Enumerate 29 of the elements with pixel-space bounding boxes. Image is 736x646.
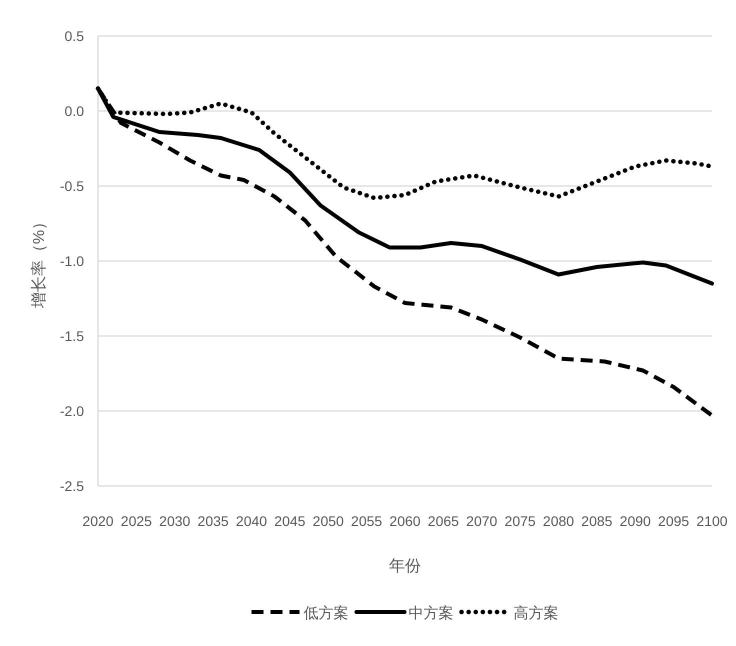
x-tick-label: 2035 [198, 513, 229, 529]
legend-label: 高方案 [514, 605, 558, 622]
y-tick-label: -2.5 [60, 478, 84, 494]
x-tick-label: 2100 [696, 513, 728, 529]
x-tick-label: 2085 [581, 513, 613, 529]
y-axis-title: 增长率（%） [30, 214, 48, 310]
legend-label: 低方案 [304, 605, 348, 622]
x-tick-label: 2040 [236, 513, 268, 529]
x-tick-label: 2060 [389, 513, 421, 529]
x-tick-label: 2090 [620, 513, 652, 529]
x-tick-label: 2050 [312, 513, 344, 529]
x-tick-label: 2065 [428, 513, 460, 529]
x-axis-title: 年份 [389, 558, 421, 575]
y-tick-label: -2.0 [60, 403, 84, 419]
y-tick-label: -0.5 [60, 178, 84, 194]
x-tick-label: 2070 [466, 513, 498, 529]
x-tick-label: 2075 [504, 513, 536, 529]
x-tick-label: 2020 [82, 513, 114, 529]
x-tick-label: 2080 [542, 513, 574, 529]
x-tick-label: 2025 [120, 513, 152, 529]
y-tick-label: -1.0 [60, 253, 84, 269]
x-tick-label: 2045 [274, 513, 306, 529]
x-tick-label: 2095 [658, 513, 690, 529]
x-tick-label: 2055 [351, 513, 382, 529]
legend-label: 中方案 [408, 605, 454, 622]
y-tick-label: 0.5 [64, 28, 84, 44]
y-tick-label: 0.0 [64, 103, 84, 119]
y-tick-label: -1.5 [60, 328, 84, 344]
x-tick-label: 2030 [159, 513, 191, 529]
